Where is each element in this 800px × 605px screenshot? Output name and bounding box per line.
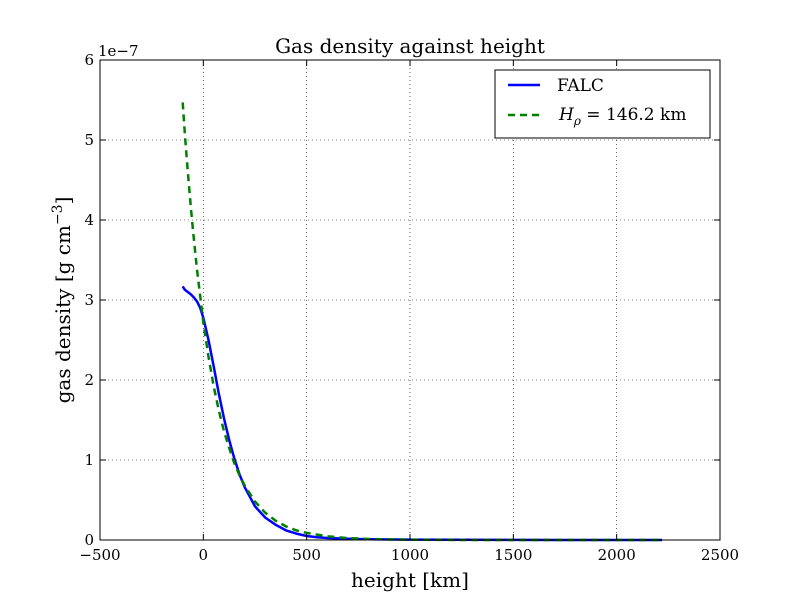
y-tick-label: 2 [84, 371, 94, 389]
y-tick-label: 6 [84, 51, 94, 69]
chart-title: Gas density against height [275, 34, 545, 58]
y-tick-label: 4 [84, 211, 94, 229]
x-tick-label: −500 [79, 546, 120, 564]
y-axis-label-close: ] [51, 197, 75, 205]
x-axis-label: height [km] [351, 568, 469, 592]
scale-height-fit-line [181, 102, 663, 542]
legend-label-value: = 146.2 km [581, 105, 687, 125]
legend-box [494, 69, 711, 139]
y-tick-label: 3 [84, 291, 94, 309]
x-tick-label: 2500 [701, 546, 739, 564]
y-axis-label-main: gas density [g cm [51, 225, 75, 403]
legend-label-scale-height: Hρ = 146.2 km [558, 105, 686, 128]
y-tick-label: 1 [84, 451, 94, 469]
y-axis-label: gas density [g cm−3] [50, 197, 75, 404]
x-tick-label: 1500 [494, 546, 532, 564]
x-tick-label: 1000 [391, 546, 429, 564]
legend: FALC Hρ = 146.2 km [494, 69, 711, 139]
y-offset-label: 1e−7 [98, 42, 139, 60]
grid-lines [100, 60, 720, 540]
legend-label-falc: FALC [557, 76, 604, 96]
x-tick-label: 2000 [598, 546, 636, 564]
y-tick-label: 0 [84, 531, 94, 549]
y-tick-label: 5 [84, 131, 94, 149]
x-tick-label: 500 [292, 546, 321, 564]
legend-label-symbol: H [558, 105, 575, 125]
legend-label-subscript: ρ [573, 114, 581, 128]
x-tick-label: 0 [199, 546, 209, 564]
axis-ticks [99, 59, 721, 541]
y-axis-label-exponent: −3 [50, 204, 66, 225]
